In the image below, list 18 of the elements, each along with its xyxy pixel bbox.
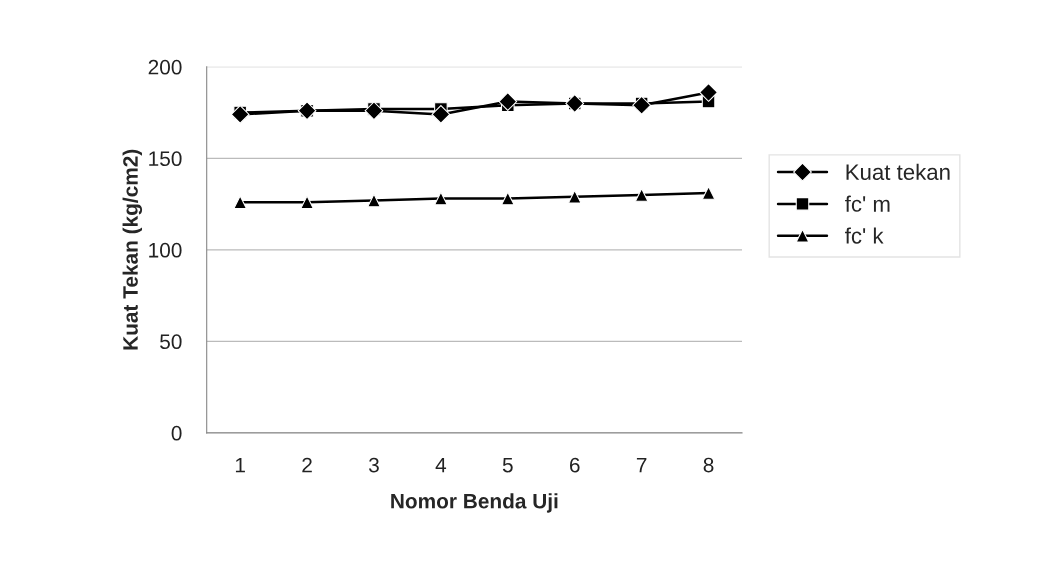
legend-label: fc' k: [845, 227, 884, 244]
y-axis-title: Kuat Tekan (kg/cm2): [122, 149, 143, 350]
y-tick-label: 50: [160, 334, 182, 350]
x-tick-label: 6: [569, 457, 580, 473]
x-axis-title: Nomor Benda Uji: [391, 493, 558, 513]
x-tick-label: 1: [235, 457, 245, 473]
x-tick-label: 7: [636, 457, 647, 473]
x-tick-label: 8: [703, 457, 714, 473]
legend-label: Kuat tekan: [846, 163, 950, 181]
y-tick-label: 200: [148, 59, 182, 75]
y-tick-label: 100: [149, 242, 182, 258]
x-tick-label: 4: [435, 457, 447, 473]
y-tick-label: 0: [171, 425, 182, 441]
x-tick-label: 2: [302, 457, 312, 473]
x-tick-label: 5: [502, 457, 513, 473]
legend-label: fc' m: [845, 195, 890, 212]
x-tick-label: 3: [368, 457, 379, 473]
y-tick-label: 150: [149, 151, 182, 167]
